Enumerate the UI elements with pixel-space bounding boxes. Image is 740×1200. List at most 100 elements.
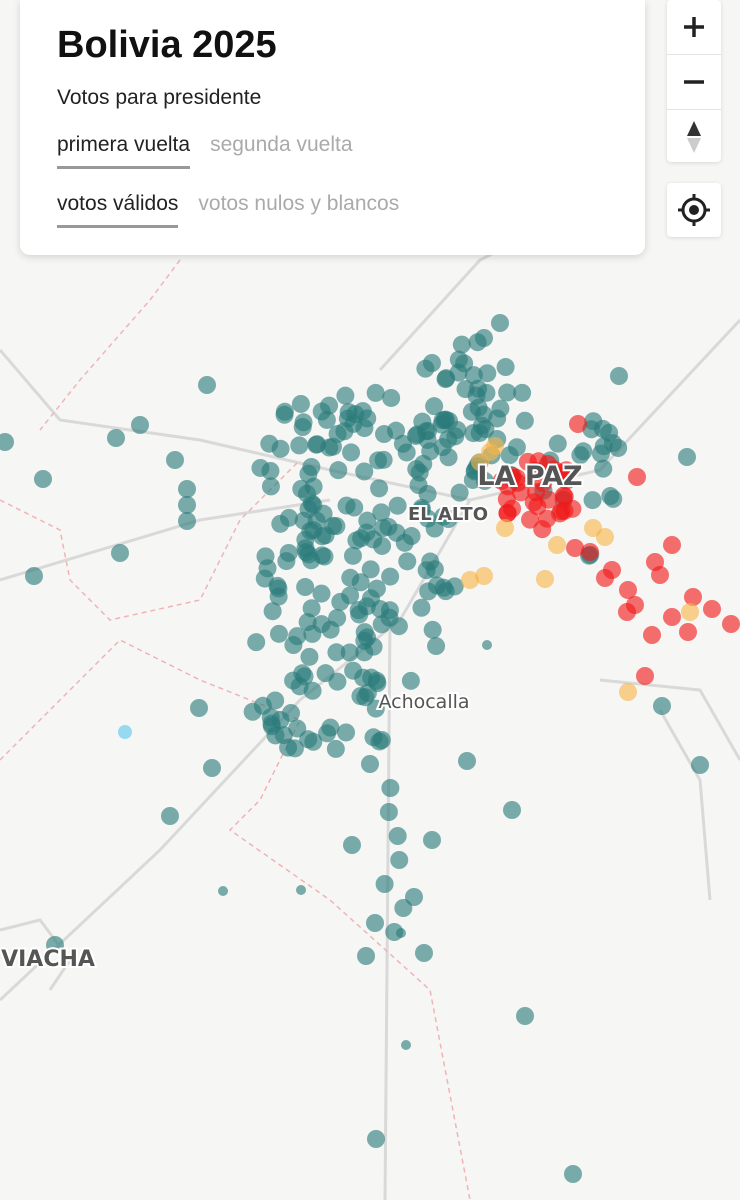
tab[interactable]: votos nulos y blancos: [198, 192, 400, 215]
polling-dot: [343, 836, 361, 854]
polling-dot: [619, 683, 637, 701]
polling-dot: [691, 756, 709, 774]
zoom-out[interactable]: [667, 55, 721, 110]
polling-dot: [266, 726, 285, 745]
round-tabs: primera vuelta segunda vuelta: [57, 133, 353, 169]
polling-dot: [663, 536, 681, 554]
tab[interactable]: segunda vuelta: [210, 133, 353, 156]
polling-dot: [405, 888, 423, 906]
polling-dot: [516, 1007, 534, 1025]
polling-dot: [496, 519, 514, 537]
polling-dot: [388, 827, 407, 845]
polling-dot: [419, 582, 438, 601]
polling-dot: [329, 461, 348, 480]
polling-dot: [397, 443, 416, 462]
city-label: LA PAZ: [477, 461, 582, 492]
polling-dot: [314, 504, 333, 523]
polling-dot: [331, 592, 350, 611]
polling-dot: [651, 566, 669, 584]
polling-dot: [604, 489, 623, 508]
zoom-in[interactable]: [667, 0, 721, 55]
polling-dot: [178, 480, 196, 498]
compass[interactable]: [667, 110, 721, 164]
polling-dot: [356, 688, 375, 707]
polling-dot: [408, 425, 427, 444]
polling-dot: [569, 415, 587, 433]
polling-dot: [521, 510, 540, 529]
polling-dot: [548, 536, 566, 554]
polling-dot: [681, 603, 699, 621]
polling-dot: [313, 527, 332, 546]
polling-dot: [296, 885, 306, 895]
polling-dot: [288, 719, 307, 738]
compass-icon: [687, 121, 701, 153]
polling-dot: [161, 807, 179, 825]
polling-dot: [628, 468, 646, 486]
tab[interactable]: primera vuelta: [57, 133, 191, 169]
polling-dot: [303, 624, 322, 643]
polling-dot: [300, 647, 319, 666]
polling-dot: [423, 620, 442, 639]
polling-dot: [401, 1040, 411, 1050]
polling-dot: [364, 530, 383, 549]
polling-dot: [190, 699, 208, 717]
polling-dot: [312, 584, 331, 603]
polling-dot: [361, 589, 380, 608]
locate-button[interactable]: [667, 183, 721, 237]
polling-dot: [253, 696, 272, 715]
minus-icon: [684, 80, 704, 84]
polling-dot: [288, 627, 307, 646]
polling-dot: [594, 459, 613, 478]
polling-dot: [507, 438, 526, 457]
polling-dot: [574, 442, 593, 461]
polling-dot: [366, 383, 385, 402]
polling-dot: [596, 528, 614, 546]
polling-dot: [367, 1130, 385, 1148]
polling-dot: [381, 779, 400, 797]
polling-dot: [581, 543, 599, 561]
polling-dot: [679, 623, 697, 641]
polling-dot: [361, 560, 380, 579]
locate-control: [667, 183, 721, 237]
polling-dot: [497, 490, 516, 509]
polling-dot: [323, 437, 342, 456]
polling-dot: [423, 354, 441, 372]
polling-dot: [703, 600, 721, 618]
polling-dot: [461, 571, 479, 589]
polling-dot: [402, 527, 421, 546]
polling-dot: [317, 410, 336, 429]
polling-dot: [203, 759, 221, 777]
polling-dot: [496, 358, 515, 377]
subtitle: Votos para presidente: [57, 86, 262, 109]
polling-dot: [653, 697, 671, 715]
tab[interactable]: votos válidos: [57, 192, 179, 228]
polling-dot: [412, 598, 431, 617]
polling-dot: [340, 643, 359, 662]
city-label: VIACHA: [1, 947, 95, 972]
polling-dot: [440, 411, 459, 430]
polling-dot: [178, 496, 196, 514]
polling-dot: [564, 1165, 582, 1183]
polling-dot: [349, 601, 368, 620]
polling-dot: [449, 350, 468, 369]
polling-dot: [0, 433, 14, 451]
polling-dot: [414, 454, 433, 473]
zoom-controls: [667, 0, 721, 162]
polling-dot: [398, 552, 417, 571]
polling-dot: [315, 547, 334, 566]
polling-dot: [328, 672, 347, 691]
polling-dot: [452, 335, 471, 354]
polling-dot: [375, 875, 394, 893]
polling-dot: [618, 603, 636, 621]
polling-dot: [678, 448, 696, 466]
polling-dot: [488, 409, 507, 428]
title: Bolivia 2025: [57, 24, 277, 66]
polling-dot: [290, 677, 309, 696]
polling-dot: [401, 671, 420, 690]
polling-dot: [436, 370, 455, 389]
polling-dot: [354, 668, 373, 687]
city-label: Achocalla: [378, 691, 469, 713]
polling-dot: [427, 637, 446, 656]
